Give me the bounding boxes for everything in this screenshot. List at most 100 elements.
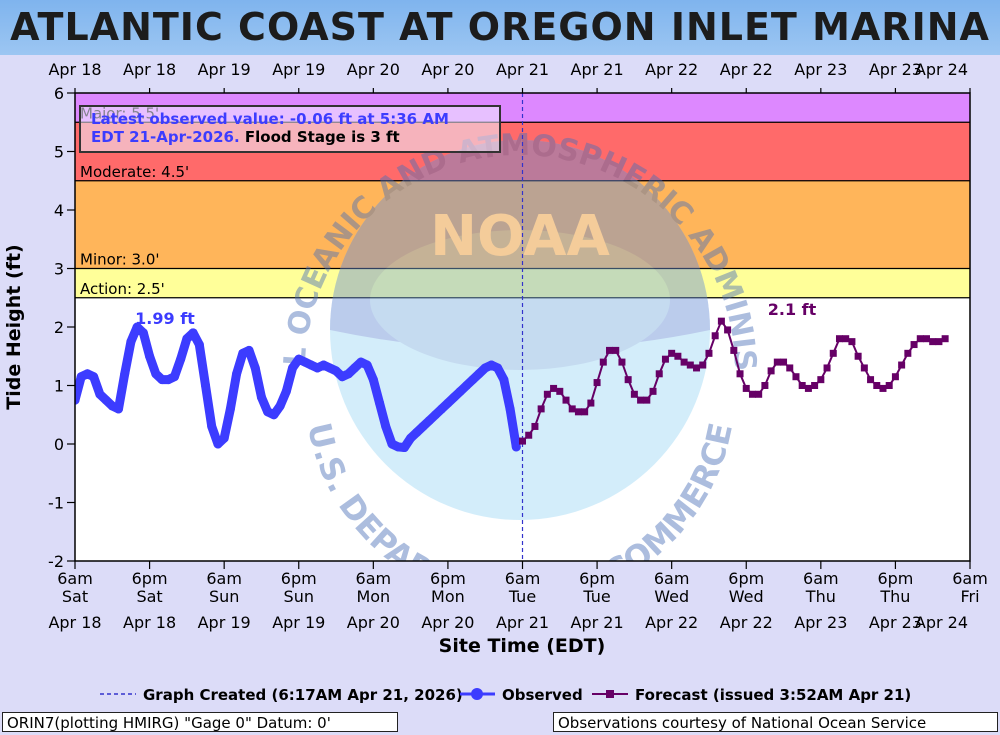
observed-point [176,354,186,364]
observed-point [474,369,484,379]
top-date-label: Apr 20 [421,60,474,79]
forecast-point [780,358,788,366]
observed-point [75,395,80,405]
forecast-point [637,396,645,404]
x-time-label: 6am [952,569,988,588]
top-date-label: Apr 23 [869,60,922,79]
x-day-label: Sun [209,587,239,606]
observed-point [151,369,161,379]
forecast-point [537,405,545,413]
y-tick-label: 5 [54,143,64,162]
observed-point [120,369,130,379]
forecast-point [568,405,576,413]
x-time-label: 6am [57,569,93,588]
forecast-point [699,361,707,369]
x-day-label: Thu [805,587,836,606]
x-time-label: 6am [803,569,839,588]
forecast-point [773,358,781,366]
forecast-point [661,355,669,363]
observed-point [188,328,198,338]
x-day-label: Mon [431,587,465,606]
observed-point [250,363,260,373]
top-date-label: Apr 19 [272,60,325,79]
top-date-label: Apr 22 [645,60,698,79]
x-time-label: 6pm [430,569,466,588]
top-date-label: Apr 18 [123,60,176,79]
x-day-label: Tue [582,587,610,606]
observed-point [412,427,422,437]
observed-point [343,369,353,379]
forecast-point [736,370,744,378]
info-flood-stage: Flood Stage is 3 ft [245,128,400,146]
observed-point [331,366,341,376]
forecast-point [574,408,582,416]
observed-point [126,337,136,347]
observed-point [145,351,155,361]
forecast-point [804,384,812,392]
flood-band-label: Action: 2.5' [80,280,165,298]
x-time-label: 6am [206,569,242,588]
x-date-label: Apr 24 [915,613,968,632]
observed-point [194,340,204,350]
observed-point [101,395,111,405]
forecast-point [922,335,930,343]
forecast-point [748,390,756,398]
forecast-point [562,396,570,404]
forecast-point [835,335,843,343]
x-day-label: Sun [284,587,314,606]
x-day-label: Tue [508,587,536,606]
observed-point [418,421,428,431]
forecast-point [767,367,775,375]
observed-point [368,375,378,385]
x-day-label: Wed [654,587,689,606]
observed-point [424,416,434,426]
forecast-point [711,332,719,340]
forecast-point [599,358,607,366]
observed-point [381,421,391,431]
x-date-label: Apr 21 [496,613,549,632]
forecast-point [655,370,663,378]
forecast-point [550,384,558,392]
observed-point [455,386,465,396]
x-day-label: Sat [62,587,88,606]
top-date-label: Apr 19 [198,60,251,79]
top-date-label: Apr 18 [48,60,101,79]
forecast-point [860,364,868,372]
x-date-label: Apr 22 [720,613,773,632]
info-box [79,105,501,153]
footer-datum: ORIN7(plotting HMIRG) "Gage 0" Datum: 0' [2,712,398,732]
forecast-point [630,390,638,398]
legend-observed-marker [471,688,483,700]
forecast-point [879,384,887,392]
forecast-point [916,335,924,343]
info-latest-line2: EDT 21-Apr-2026. Flood Stage is 3 ft [91,128,400,146]
observed-point [499,375,509,385]
forecast-point [817,376,825,384]
forecast-point [581,408,589,416]
x-date-label: Apr 18 [123,613,176,632]
forecast-point [686,361,694,369]
x-day-label: Fri [960,587,979,606]
y-tick-label: -1 [48,494,64,513]
x-date-label: Apr 23 [794,613,847,632]
forecast-point [724,326,732,334]
observed-point [201,381,211,390]
forecast-point [755,390,763,398]
top-date-label: Apr 24 [915,60,968,79]
forecast-point [823,364,831,372]
title-bar: ATLANTIC COAST AT OREGON INLET MARINA [0,0,1000,55]
observed-point [232,369,242,379]
y-tick-label: 1 [54,377,64,396]
forecast-point [891,373,899,381]
info-date: EDT 21-Apr-2026. [91,128,245,146]
forecast-point [519,437,526,445]
forecast-point [618,358,626,366]
forecast-point [606,346,614,354]
y-tick-label: 4 [54,201,64,220]
x-day-label: Sat [136,587,162,606]
observed-point [157,375,167,385]
forecast-point [680,358,688,366]
observed-point [275,401,285,411]
chart-title: ATLANTIC COAST AT OREGON INLET MARINA [10,5,990,49]
legend-forecast-label: Forecast (issued 3:52AM Apr 21) [635,686,911,704]
